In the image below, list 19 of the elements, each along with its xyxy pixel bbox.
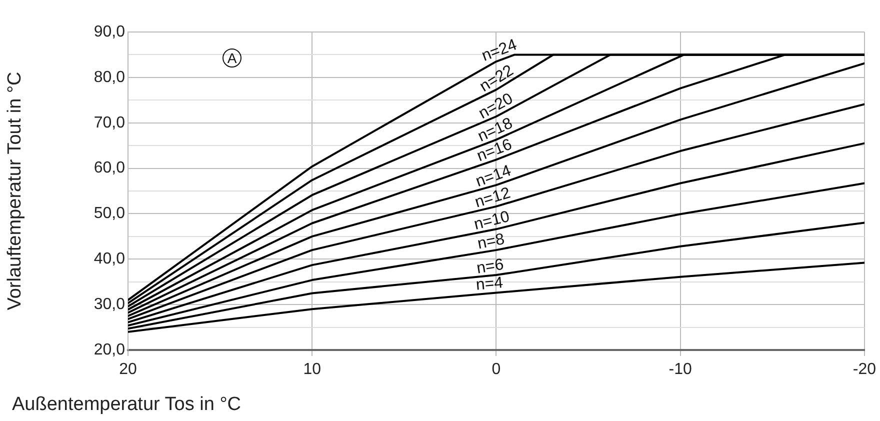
y-tick-label: 40,0	[94, 250, 126, 268]
x-tick-label: 10	[303, 361, 322, 378]
x-tick-label: -20	[852, 361, 876, 378]
y-tick-label: 60,0	[94, 160, 126, 177]
y-axis-title: Vorlauftemperatur Tout in °C	[4, 72, 26, 310]
x-tick-label: -10	[668, 361, 692, 378]
y-tick-label: 20,0	[94, 341, 126, 358]
y-tick-label: 90,0	[94, 23, 126, 40]
text: n=6	[475, 256, 505, 278]
y-tick-label: 30,0	[94, 296, 126, 313]
y-tick-label: 70,0	[94, 114, 126, 132]
annotation: A	[227, 50, 238, 66]
x-tick-label: 20	[119, 361, 137, 378]
text: n=24	[480, 36, 520, 65]
y-tick-label: 50,0	[94, 205, 126, 222]
x-tick-label: 0	[492, 361, 501, 378]
series-label: n=4	[475, 274, 504, 294]
x-axis-title: Außentemperatur Tos in °C	[12, 394, 242, 415]
y-tick-label: 80,0	[94, 68, 126, 86]
